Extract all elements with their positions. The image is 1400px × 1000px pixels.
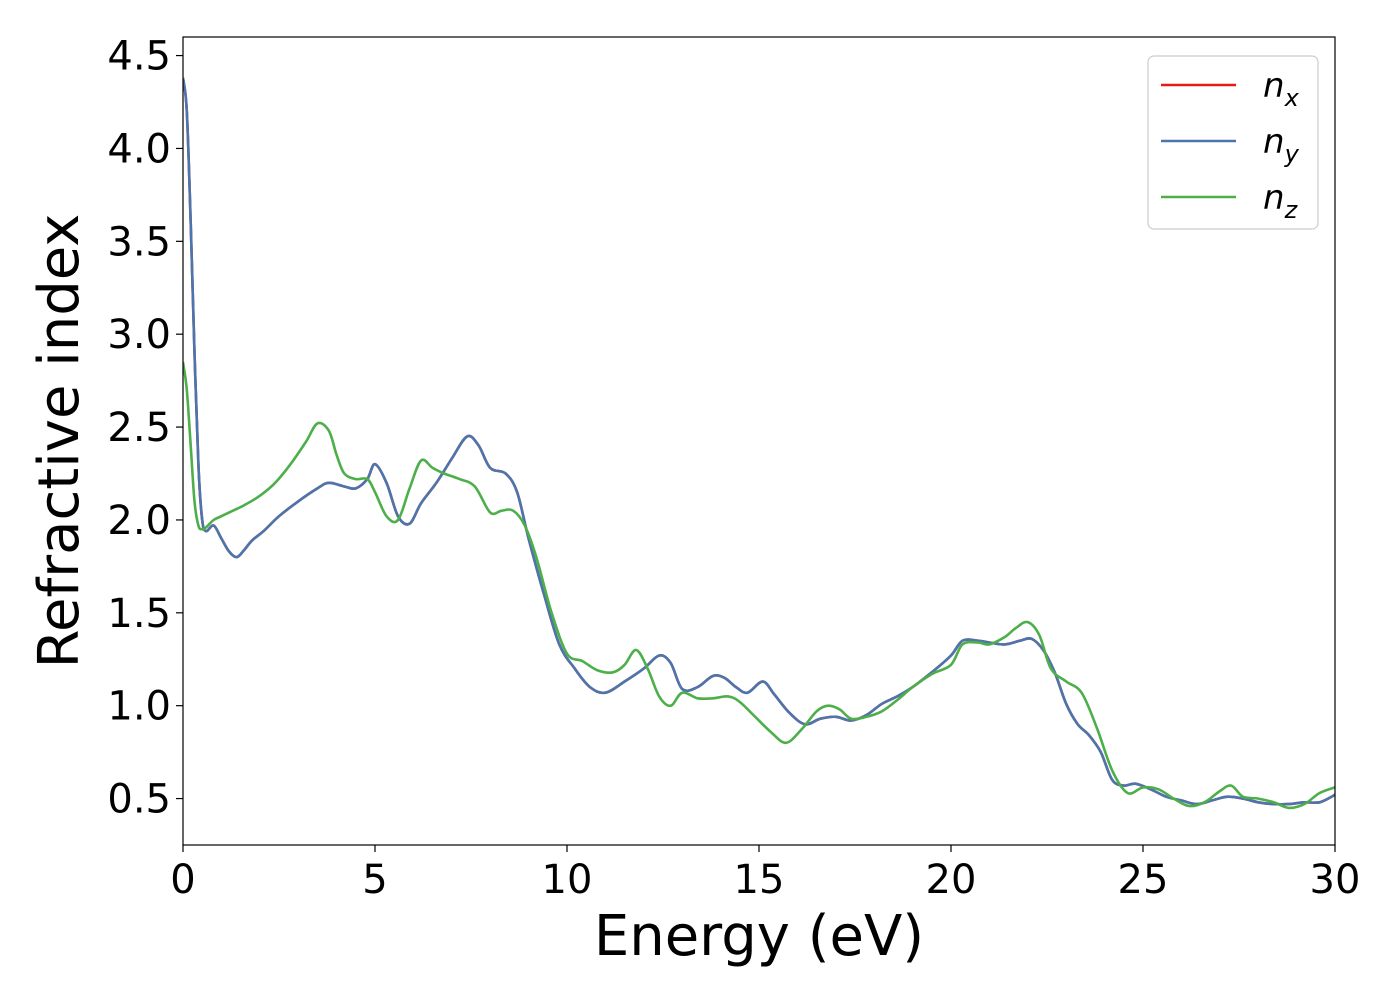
x-axis-ticks: 0 5 10 15 20 25 30 [170,845,1360,903]
legend-box [1147,55,1319,230]
series-line-nz [183,361,1335,810]
x-tick-label: 25 [1118,857,1169,903]
x-axis-title: Energy (eV) [594,904,924,969]
y-tick-label: 3.5 [107,219,171,265]
y-axis-title: Refractive index [27,214,92,669]
legend-label-nz: nz [1263,178,1299,224]
y-tick-label: 2.0 [107,498,171,544]
legend: nx ny nz [1147,55,1319,230]
legend-label-ny: ny [1263,122,1300,168]
y-tick-label: 3.0 [107,312,171,358]
y-tick-label: 4.5 [107,34,171,80]
series-line-ny [183,77,1335,806]
x-tick-label: 20 [926,857,977,903]
x-tick-label: 30 [1310,857,1361,903]
series-layer [183,77,1335,810]
y-tick-label: 0.5 [107,777,171,823]
legend-label-nx: nx [1263,66,1300,112]
y-tick-label: 2.5 [107,405,171,451]
y-axis-ticks: 0.5 1.0 1.5 2.0 2.5 3.0 3.5 4.0 4.5 [107,34,183,823]
x-tick-label: 10 [542,857,593,903]
y-tick-label: 1.5 [107,591,171,637]
x-tick-label: 0 [170,857,195,903]
x-tick-label: 5 [362,857,387,903]
y-tick-label: 1.0 [107,684,171,730]
y-tick-label: 4.0 [107,126,171,172]
x-tick-label: 15 [734,857,785,903]
